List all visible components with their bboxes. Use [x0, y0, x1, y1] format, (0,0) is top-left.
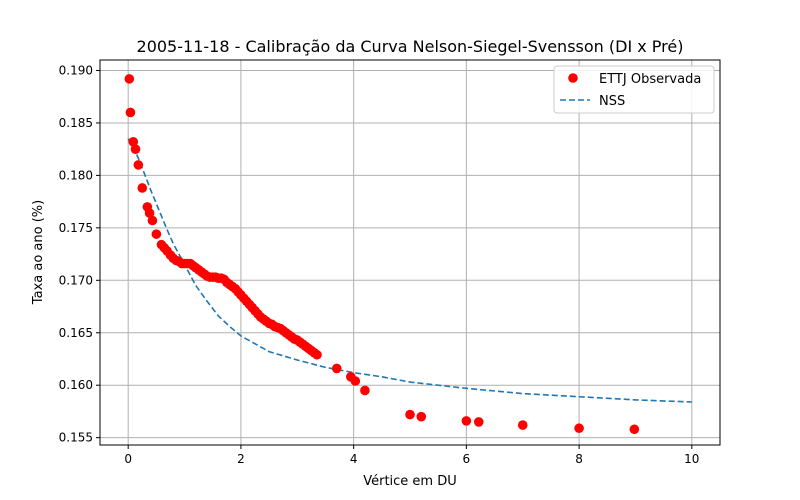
observed-point: [133, 160, 144, 170]
y-tick-label: 0.170: [59, 273, 93, 287]
observed-point: [144, 208, 155, 218]
plot-frame: [99, 59, 721, 446]
observed-point: [350, 376, 361, 386]
observed-point: [130, 144, 141, 154]
x-tick-label: 4: [350, 452, 358, 466]
chart-title: 2005-11-18 - Calibração da Curva Nelson-…: [137, 37, 684, 56]
grid: [100, 60, 720, 445]
observed-point: [125, 107, 136, 118]
x-tick-label: 10: [684, 452, 699, 466]
observed-point: [124, 74, 135, 84]
observed-point: [137, 183, 148, 193]
observed-point: [312, 349, 322, 360]
y-tick-label: 0.175: [59, 221, 93, 235]
axes-ticks: 0 2 4 6 8 10 0.155 0.160 0.165 0.170 0.175 0.180 0.1…: [59, 63, 700, 466]
legend: ETTJ Observada NSS: [553, 65, 715, 114]
observed-point: [574, 423, 584, 434]
nss-series: [127, 138, 692, 403]
y-tick-label: 0.185: [59, 116, 93, 130]
observed-point: [517, 420, 528, 430]
observed-point: [147, 215, 158, 226]
x-tick-label: 2: [237, 452, 245, 466]
observed-point: [360, 385, 370, 396]
nss-line: [127, 138, 692, 403]
y-tick-label: 0.165: [59, 326, 93, 340]
observed-point: [405, 409, 415, 420]
observed-point: [629, 424, 640, 435]
observed-point: [473, 417, 484, 427]
y-tick-label: 0.155: [59, 431, 93, 445]
observed-point: [416, 411, 427, 422]
observed-point: [151, 229, 162, 239]
legend-label: ETTJ Observada: [599, 72, 701, 87]
x-axis-label: Vértice em DU: [363, 474, 457, 489]
x-tick-label: 8: [575, 452, 583, 466]
observed-point: [128, 137, 139, 147]
y-tick-label: 0.160: [59, 378, 93, 392]
y-axis-label: Taxa ao ano (%): [31, 200, 46, 305]
y-tick-label: 0.190: [59, 63, 93, 77]
x-tick-label: 6: [463, 452, 471, 466]
legend-marker-observed: [568, 73, 578, 83]
observed-series: [124, 74, 640, 435]
x-tick-label: 0: [124, 452, 132, 466]
legend-label: NSS: [599, 94, 625, 109]
y-tick-label: 0.180: [59, 168, 93, 182]
observed-point: [331, 363, 342, 374]
observed-point: [461, 416, 472, 426]
legend-box: [553, 65, 715, 114]
